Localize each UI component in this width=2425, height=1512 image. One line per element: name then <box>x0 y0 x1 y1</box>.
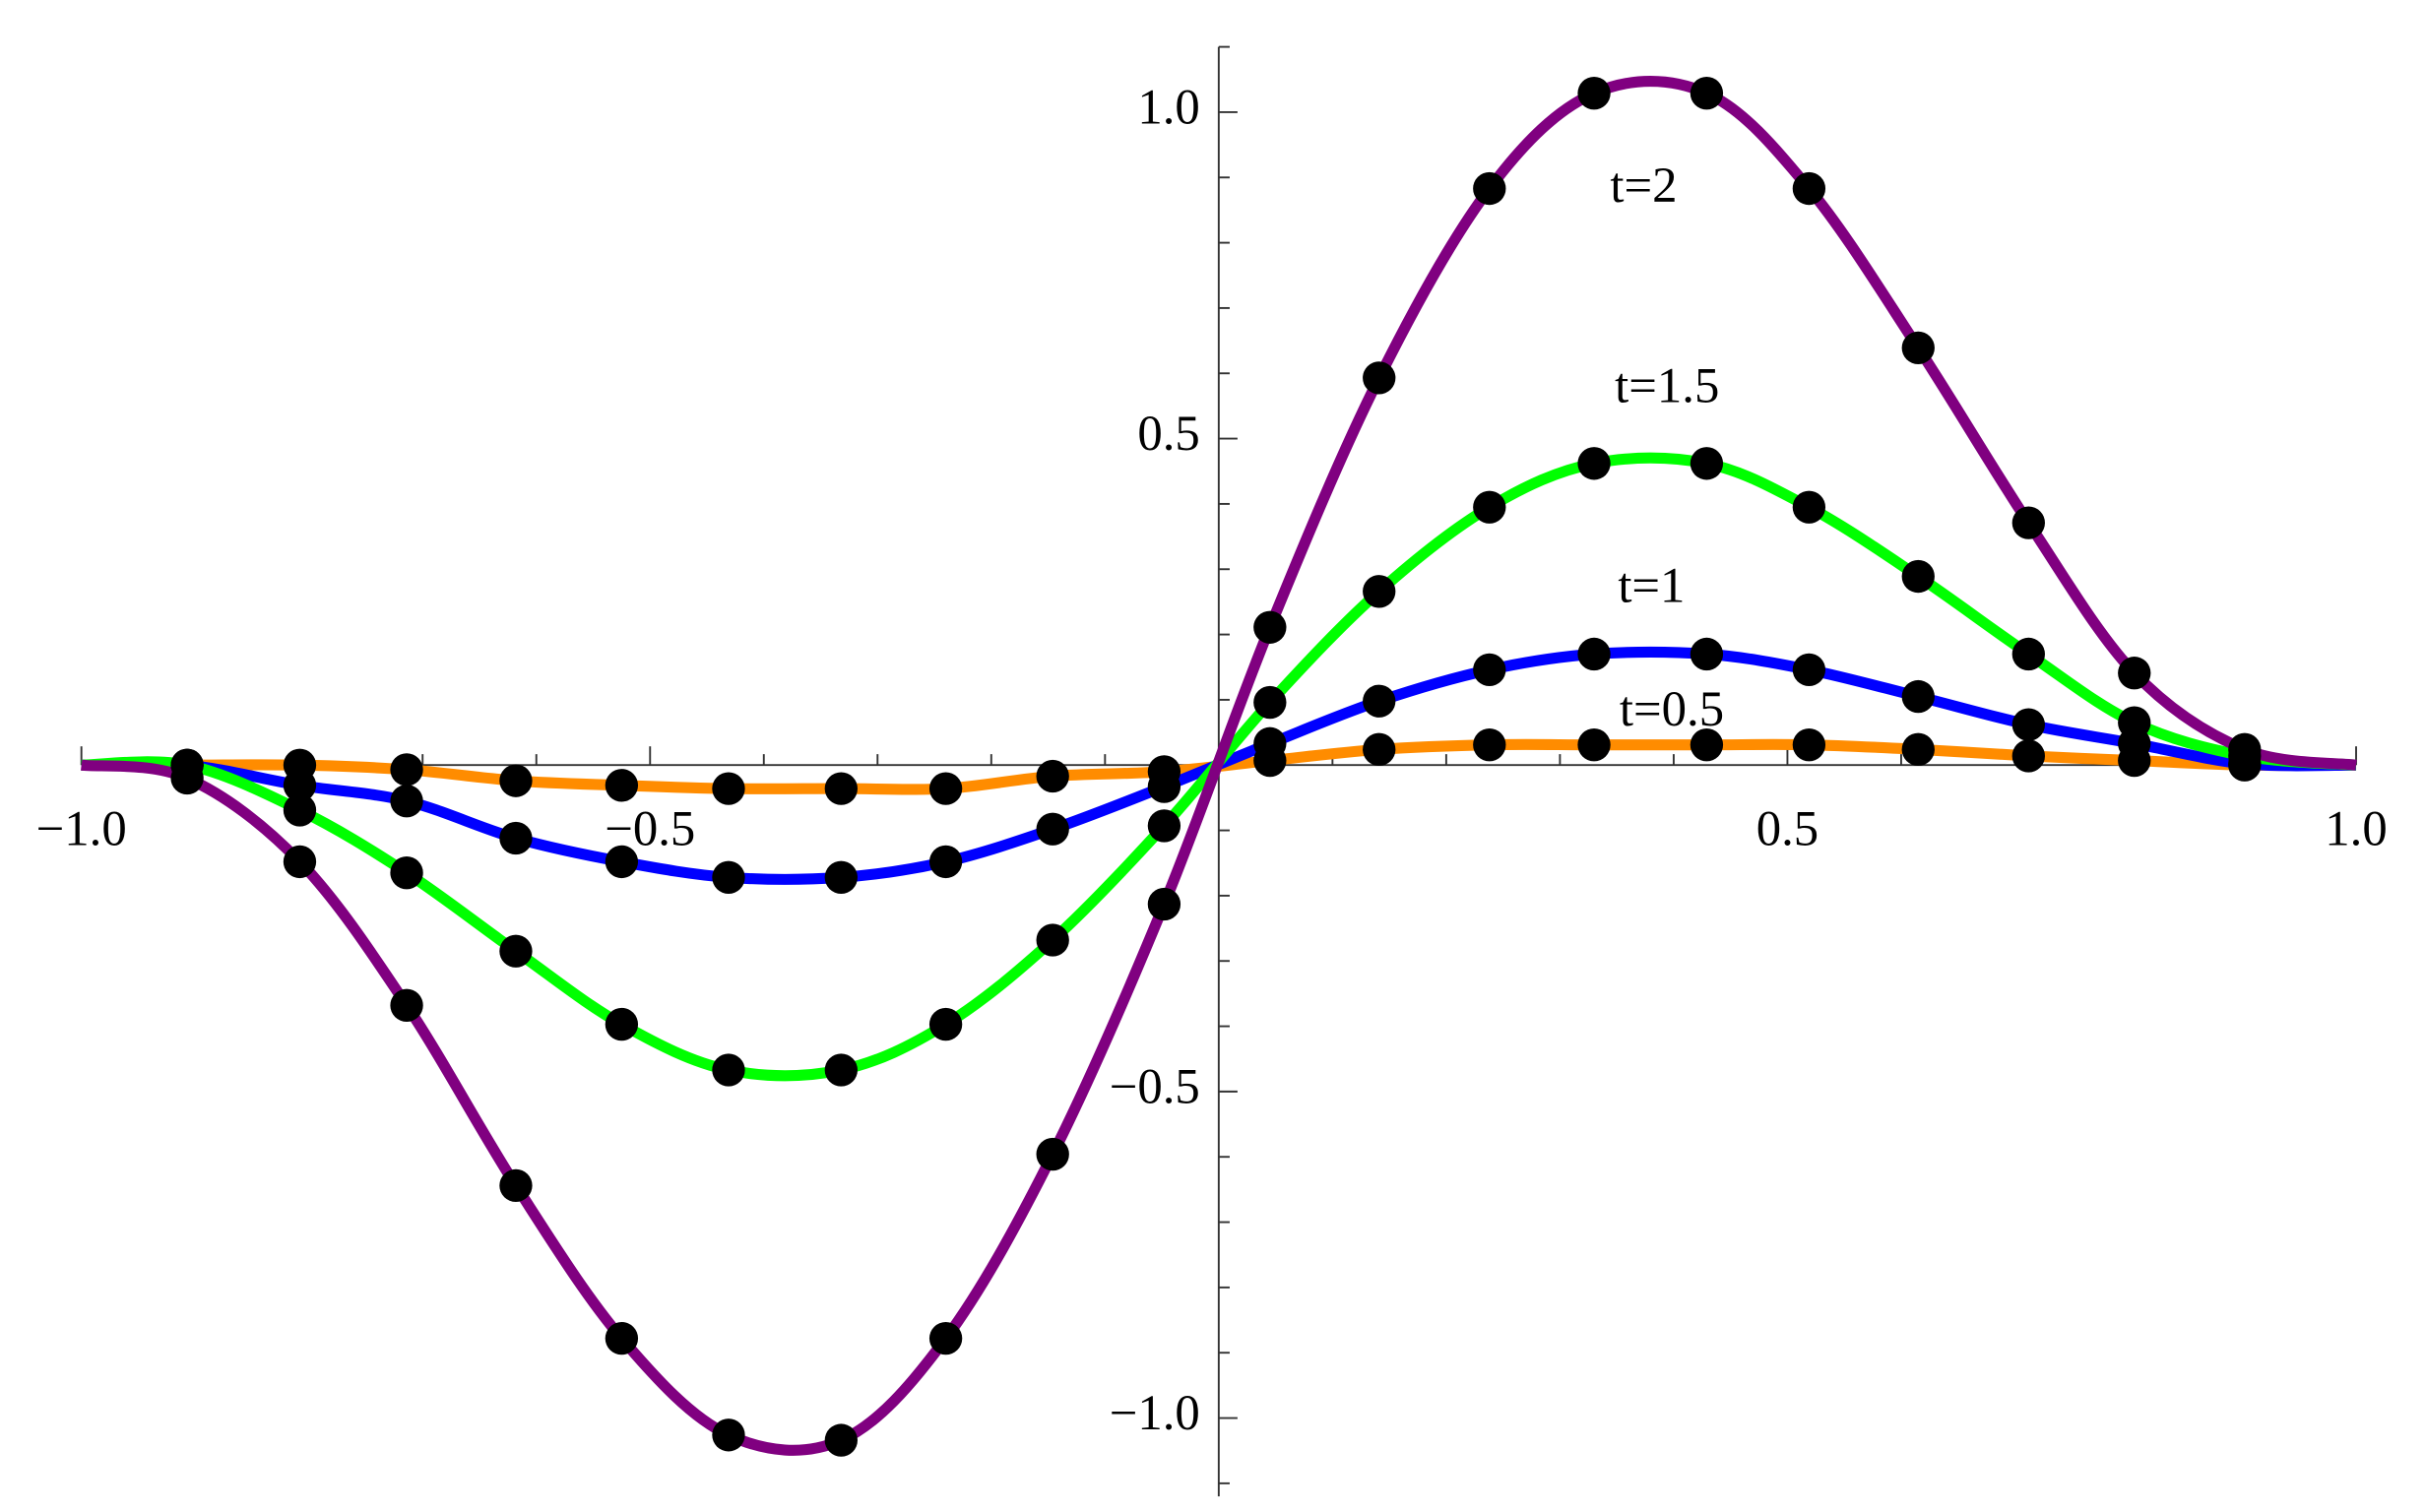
series-label: t=1 <box>1618 557 1685 612</box>
data-point <box>824 860 858 894</box>
data-point <box>712 772 745 805</box>
data-point <box>1690 728 1724 762</box>
series-line <box>80 76 2357 1456</box>
data-point <box>605 1007 639 1041</box>
data-point <box>1577 77 1611 110</box>
y-tick-label: −1.0 <box>1110 1385 1200 1440</box>
data-point <box>390 785 423 818</box>
data-point <box>605 769 639 802</box>
data-point <box>1363 361 1396 395</box>
data-point <box>1253 726 1287 761</box>
data-point <box>283 769 317 802</box>
data-point <box>499 1168 533 1203</box>
data-point <box>928 845 963 879</box>
data-point <box>824 1423 858 1457</box>
data-point <box>283 845 317 879</box>
data-point <box>1253 685 1287 720</box>
data-point <box>1792 728 1826 762</box>
data-point <box>1901 559 1935 594</box>
data-point <box>1577 447 1611 480</box>
data-point <box>1690 77 1724 110</box>
data-point <box>2011 506 2045 539</box>
data-point <box>2011 708 2045 741</box>
data-point <box>1253 610 1287 644</box>
data-point <box>824 1053 858 1087</box>
data-point <box>824 772 858 805</box>
data-point <box>2118 706 2151 739</box>
data-point <box>712 1418 745 1452</box>
data-point <box>712 1053 745 1087</box>
series-label: t=2 <box>1610 158 1677 213</box>
data-point <box>1036 759 1069 793</box>
data-point <box>605 845 639 879</box>
data-point <box>2118 657 2151 690</box>
data-point <box>1901 331 1935 365</box>
data-point <box>1690 637 1724 671</box>
data-point <box>499 821 533 855</box>
data-point <box>1473 171 1506 206</box>
data-point <box>1901 679 1935 714</box>
data-point <box>1036 1137 1069 1171</box>
data-point <box>283 793 317 827</box>
data-point <box>499 764 533 797</box>
y-tick-label: 1.0 <box>1137 80 1199 135</box>
data-point <box>390 988 423 1022</box>
data-point <box>1792 490 1826 524</box>
data-point <box>390 753 423 787</box>
data-point <box>2011 637 2045 671</box>
data-point <box>1901 732 1935 766</box>
data-point <box>1473 653 1506 687</box>
x-tick-label: 1.0 <box>2325 801 2387 856</box>
data-point <box>1792 171 1826 206</box>
data-point <box>390 856 423 890</box>
data-point <box>2228 732 2262 766</box>
data-point <box>1577 728 1611 762</box>
y-tick-label: −0.5 <box>1110 1059 1200 1114</box>
data-point <box>2011 739 2045 773</box>
data-point <box>1473 490 1506 524</box>
data-point <box>1036 923 1069 957</box>
x-tick-label: −1.0 <box>36 801 127 856</box>
data-point <box>928 1007 963 1041</box>
data-point <box>1577 637 1611 671</box>
data-point <box>170 761 204 795</box>
data-point <box>928 772 963 805</box>
data-point <box>605 1321 639 1355</box>
series-label: t=1.5 <box>1615 357 1719 412</box>
data-point <box>499 934 533 968</box>
data-point <box>928 1321 963 1355</box>
data-point <box>1147 809 1181 843</box>
y-tick-label: 0.5 <box>1137 406 1199 461</box>
data-point <box>1147 887 1181 921</box>
data-point <box>1690 447 1724 480</box>
data-point <box>1363 684 1396 718</box>
data-point <box>1363 575 1396 608</box>
data-point <box>712 860 745 894</box>
data-point <box>1036 812 1069 846</box>
x-tick-label: 0.5 <box>1756 801 1819 856</box>
series-label: t=0.5 <box>1620 681 1724 736</box>
data-point <box>1147 770 1181 803</box>
data-point <box>1363 732 1396 766</box>
data-point <box>1473 728 1506 762</box>
data-point <box>1792 653 1826 687</box>
